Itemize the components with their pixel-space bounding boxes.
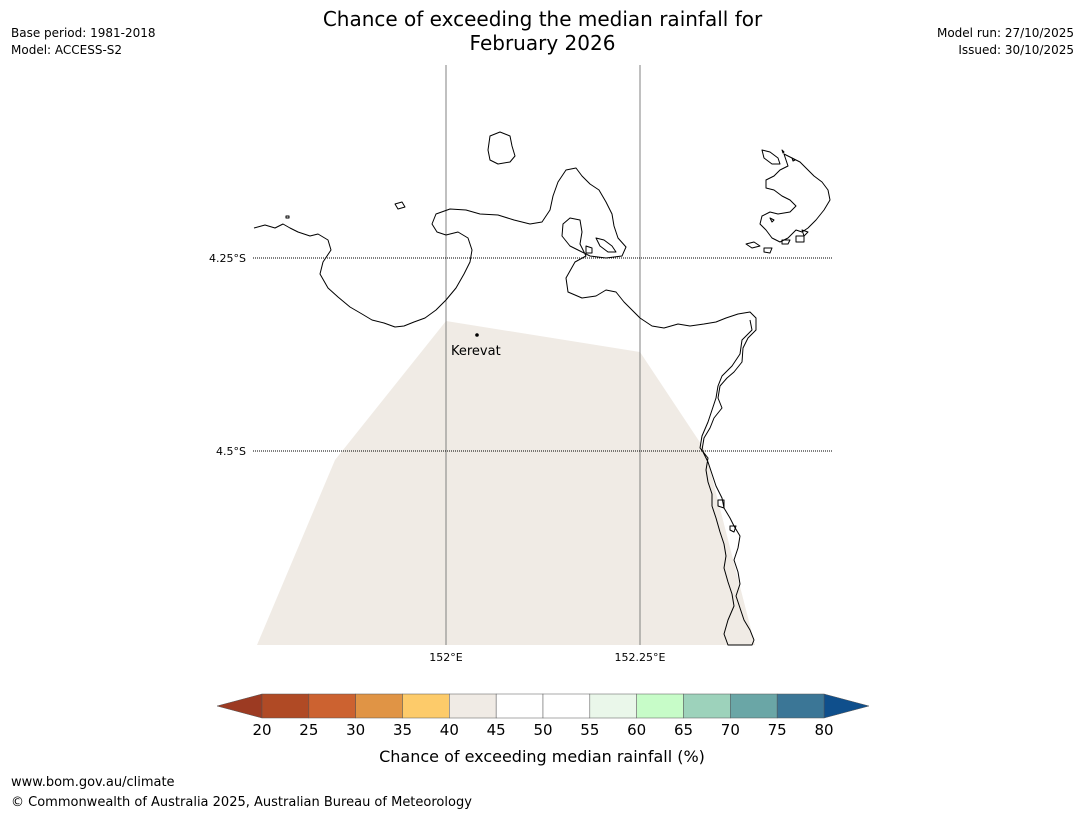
colorbar-tick-label: 75 (768, 721, 787, 739)
colorbar-tick-label: 80 (814, 721, 833, 739)
colorbar-segment (636, 693, 684, 719)
colorbar-tick-label: 25 (299, 721, 318, 739)
colorbar-segment (308, 693, 356, 719)
colorbar-tick-label: 35 (393, 721, 412, 739)
footer-copyright: © Commonwealth of Australia 2025, Austra… (11, 795, 472, 810)
colorbar-tick-label: 30 (346, 721, 365, 739)
colorbar-segment (683, 693, 731, 719)
colorbar-tick-label: 20 (252, 721, 271, 739)
model-run: Model run: 27/10/2025 (936, 26, 1074, 40)
colorbar-segment (261, 693, 310, 719)
title-line-2: February 2026 (469, 31, 616, 55)
colorbar-segment (449, 693, 497, 719)
title-line-1: Chance of exceeding the median rainfall … (322, 7, 763, 31)
kerevat-marker (475, 333, 479, 337)
lon-label-152: 152°E (429, 651, 462, 664)
base-period: Base period: 1981-2018 (11, 26, 156, 40)
colorbar-tick-label: 65 (674, 721, 693, 739)
colorbar-tick-label: 50 (533, 721, 552, 739)
colorbar-segment (402, 693, 450, 719)
colorbar: 20 25 30 35 40 45 50 55 60 65 70 75 80 Chance of exc… (216, 693, 870, 766)
issued-date: Issued: 30/10/2025 (958, 43, 1074, 57)
map-title: Chance of exceeding the median rainfall … (0, 7, 1085, 55)
colorbar-segment (495, 693, 544, 719)
footer-url[interactable]: www.bom.gov.au/climate (11, 775, 175, 790)
colorbar-tick-label: 45 (487, 721, 506, 739)
coastline (253, 131, 831, 646)
colorbar-segment (776, 693, 825, 719)
forecast-region (257, 321, 755, 645)
colorbar-below-arrow (216, 693, 263, 719)
colorbar-tick-label: 70 (721, 721, 740, 739)
colorbar-segment (355, 693, 403, 719)
colorbar-tick-label: 60 (627, 721, 646, 739)
colorbar-tick-label: 40 (440, 721, 459, 739)
model-name: Model: ACCESS-S2 (11, 43, 123, 57)
colorbar-label: Chance of exceeding median rainfall (%) (379, 747, 705, 766)
meta-right: Model run: 27/10/2025 Issued: 30/10/2025 (937, 25, 1074, 59)
colorbar-above-arrow (823, 693, 870, 719)
lat-label-4-5: 4.5°S (216, 445, 246, 458)
lat-label-4-25: 4.25°S (209, 252, 246, 265)
kerevat-label: Kerevat (451, 344, 501, 359)
colorbar-tick-label: 55 (580, 721, 599, 739)
lon-label-152-25: 152.25°E (615, 651, 666, 664)
colorbar-segment (589, 693, 637, 719)
colorbar-segment (542, 693, 591, 719)
meta-left: Base period: 1981-2018 Model: ACCESS-S2 (11, 25, 156, 59)
colorbar-segment (730, 693, 778, 719)
